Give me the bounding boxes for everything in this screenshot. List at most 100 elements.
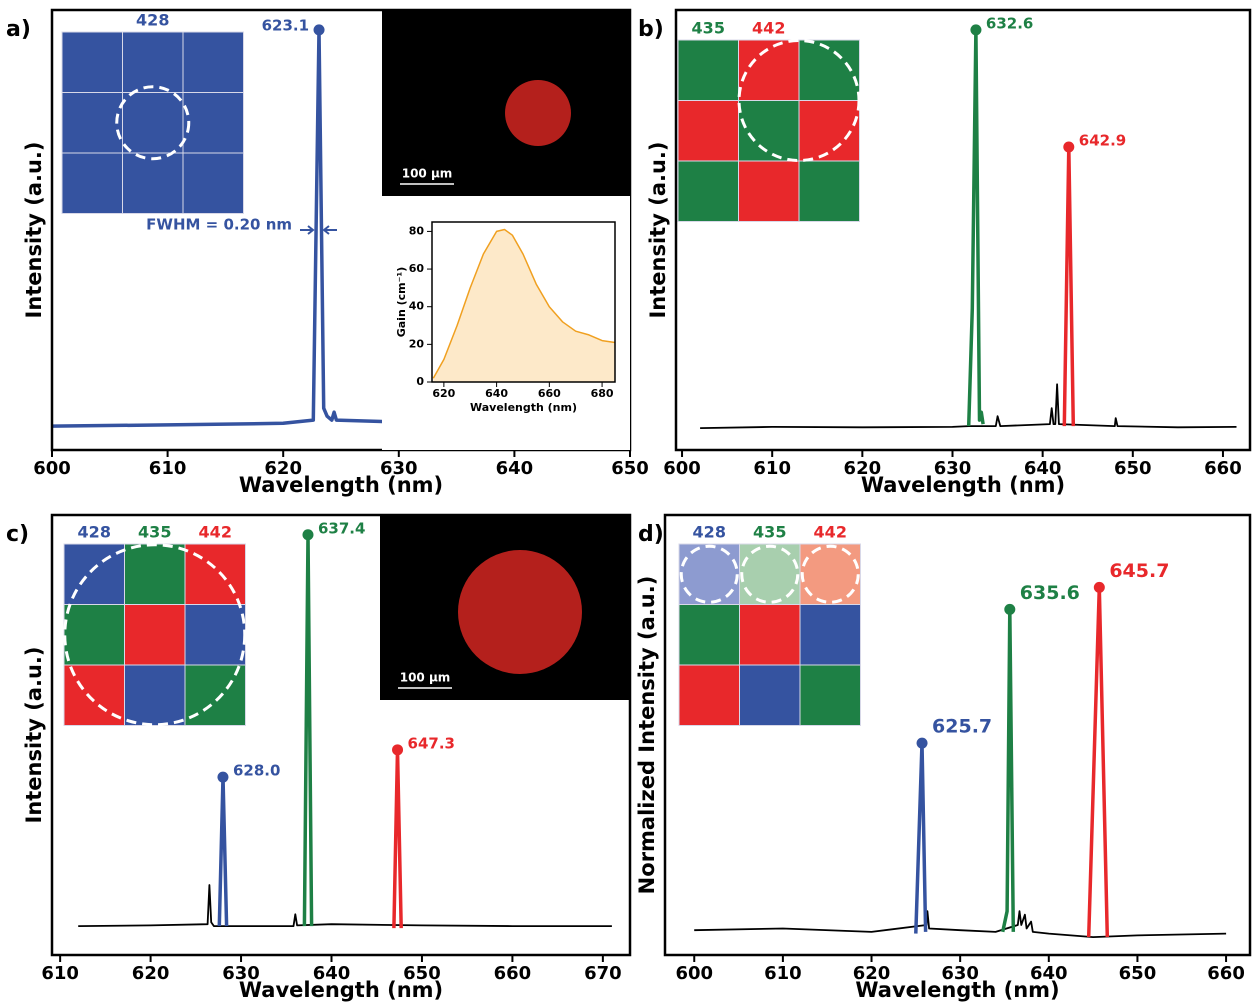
x-tick-label: 620 bbox=[853, 963, 891, 984]
x-tick-label: 650 bbox=[1114, 458, 1152, 479]
peak-label: 625.7 bbox=[932, 716, 992, 738]
panel-label: a) bbox=[6, 17, 31, 42]
pattern-cell bbox=[122, 31, 184, 93]
x-tick-label: 610 bbox=[753, 458, 791, 479]
y-tick-label: 0 bbox=[416, 375, 424, 388]
spectrum-line bbox=[700, 383, 1237, 429]
peak-label: 637.4 bbox=[318, 519, 365, 537]
plot-frame bbox=[674, 8, 1252, 452]
pattern-cell bbox=[739, 543, 801, 605]
peak-marker bbox=[970, 24, 982, 36]
y-tick-label: 60 bbox=[409, 262, 425, 275]
pattern-label: 428 bbox=[693, 523, 726, 542]
pattern-cell bbox=[677, 160, 739, 222]
pattern-cell bbox=[799, 543, 861, 605]
y-tick-label: 40 bbox=[409, 300, 425, 313]
scale-bar-label: 100 µm bbox=[400, 671, 451, 685]
pattern-label: 435 bbox=[138, 523, 171, 542]
panel-label: d) bbox=[638, 522, 664, 547]
pattern-cell bbox=[61, 31, 123, 93]
pump-spot bbox=[63, 543, 247, 727]
x-tick-label: 660 bbox=[1204, 458, 1242, 479]
x-tick-label: 610 bbox=[764, 963, 802, 984]
pattern-cell bbox=[182, 152, 244, 214]
pattern-label: 442 bbox=[814, 523, 847, 542]
pattern-cell bbox=[61, 92, 123, 154]
pattern-cell bbox=[738, 100, 800, 162]
y-axis-label: Normalized Intensity (a.u.) bbox=[635, 576, 659, 895]
panel-label: c) bbox=[6, 522, 29, 547]
inset-chart: 620 640 660 680 0 20 40 60 80 Wavelength (nm) Gain… bbox=[382, 196, 630, 450]
x-tick-label: 660 bbox=[538, 387, 561, 400]
panel: 100 µm 428 435 442 628.0 637.4 647.3 610 620 630 6… bbox=[6, 513, 632, 1002]
peak-label: 642.9 bbox=[1079, 131, 1126, 149]
pattern-cell bbox=[678, 664, 740, 726]
plot-frame bbox=[663, 513, 1252, 957]
x-tick-label: 650 bbox=[403, 963, 441, 984]
x-tick-label: 640 bbox=[1024, 458, 1062, 479]
panel-label: b) bbox=[638, 17, 664, 42]
x-tick-label: 610 bbox=[41, 963, 79, 984]
spectrum-line bbox=[78, 884, 612, 927]
plot-frame bbox=[431, 221, 616, 383]
pattern-cell bbox=[798, 160, 860, 222]
panel: 435 442 632.6 642.9 600 610 620 630 640 650 660 Wav… bbox=[638, 8, 1252, 497]
pattern-cell bbox=[678, 604, 740, 666]
x-tick-label: 650 bbox=[1119, 963, 1157, 984]
peak-marker bbox=[1063, 141, 1075, 153]
pattern-cell bbox=[677, 39, 739, 101]
pattern-label: 428 bbox=[136, 11, 169, 30]
x-tick-label: 600 bbox=[675, 963, 713, 984]
pump-spot bbox=[737, 39, 861, 162]
pattern-label: 428 bbox=[78, 523, 111, 542]
emission-spot bbox=[505, 80, 571, 146]
pattern-cell bbox=[799, 664, 861, 726]
fwhm-arrow bbox=[322, 225, 337, 235]
spectrum-line bbox=[432, 228, 616, 379]
spectrum-line bbox=[1000, 607, 1016, 933]
pattern-cell bbox=[799, 604, 861, 666]
x-tick-label: 640 bbox=[485, 387, 508, 400]
pattern-label: 435 bbox=[753, 523, 786, 542]
x-tick-label: 660 bbox=[494, 963, 532, 984]
peak-marker bbox=[916, 737, 928, 749]
y-tick-label: 20 bbox=[409, 337, 425, 350]
peak-marker bbox=[302, 529, 314, 541]
pump-spot bbox=[115, 85, 191, 161]
pattern-cell bbox=[182, 31, 244, 93]
plot-frame bbox=[50, 513, 632, 957]
x-tick-label: 600 bbox=[33, 458, 71, 479]
peak-label: 628.0 bbox=[233, 762, 280, 780]
pattern-cell bbox=[122, 92, 184, 154]
x-tick-label: 660 bbox=[1207, 963, 1245, 984]
pattern-cell bbox=[124, 664, 186, 726]
spectrum-line bbox=[966, 28, 985, 427]
x-axis-label: Wavelength (nm) bbox=[239, 473, 443, 497]
peak-label: 635.6 bbox=[1020, 582, 1080, 604]
pattern-cell bbox=[184, 604, 246, 666]
peak-label: 632.6 bbox=[986, 14, 1033, 32]
x-tick-label: 620 bbox=[132, 963, 170, 984]
x-tick-label: 620 bbox=[264, 458, 302, 479]
pattern-label: 442 bbox=[752, 19, 785, 38]
x-tick-label: 630 bbox=[934, 458, 972, 479]
x-tick-label: 640 bbox=[1030, 963, 1068, 984]
peak-marker bbox=[313, 24, 325, 36]
pattern-cell bbox=[738, 160, 800, 222]
x-axis-label: Wavelength (nm) bbox=[470, 401, 577, 414]
pattern-label: 442 bbox=[199, 523, 232, 542]
x-tick-label: 630 bbox=[222, 963, 260, 984]
pattern-cell bbox=[184, 543, 246, 605]
micrograph bbox=[382, 10, 630, 196]
x-tick-label: 630 bbox=[380, 458, 418, 479]
peak-label: 647.3 bbox=[408, 734, 455, 752]
x-tick-label: 600 bbox=[663, 458, 701, 479]
pattern-cell bbox=[738, 39, 800, 101]
x-axis-label: Wavelength (nm) bbox=[861, 473, 1065, 497]
x-tick-label: 610 bbox=[149, 458, 187, 479]
peak-marker bbox=[1093, 581, 1105, 593]
pump-spot bbox=[740, 544, 800, 604]
x-tick-label: 670 bbox=[584, 963, 622, 984]
y-axis-label: Gain (cm⁻¹) bbox=[395, 267, 408, 338]
